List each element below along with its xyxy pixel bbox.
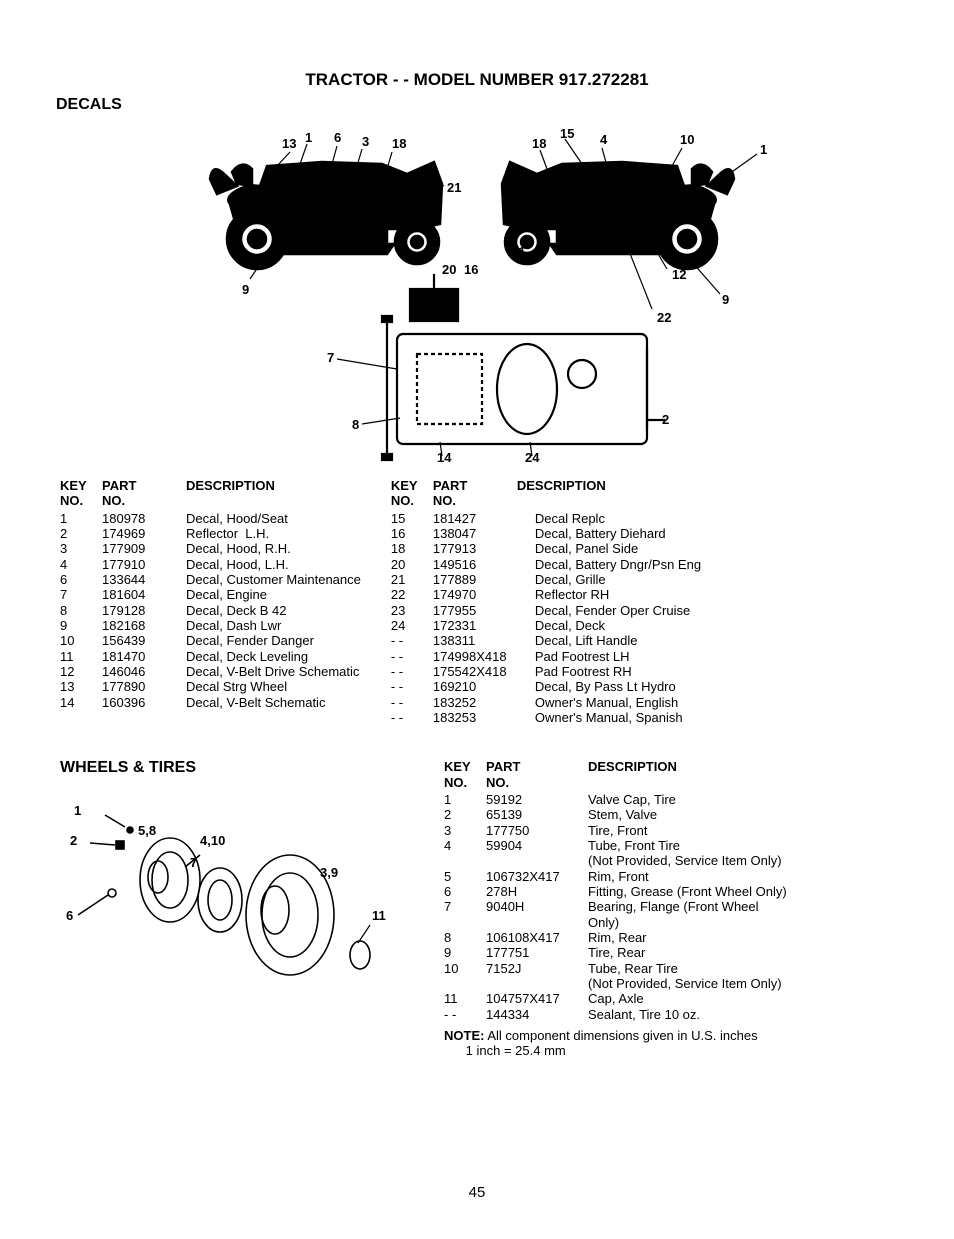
col-desc-left: Decal, Hood/Seat Reflector L.H. Decal, H…: [186, 511, 361, 710]
callout-7: 7: [327, 350, 334, 365]
w-callout-410: 4,10: [200, 833, 225, 848]
callout-15: 15: [560, 126, 574, 141]
callout-9b: 9: [722, 292, 729, 307]
callout-16: 16: [464, 262, 478, 277]
callout-12: 12: [672, 267, 686, 282]
wheels-section: WHEELS & TIRES: [60, 759, 904, 1058]
decals-section-title: DECALS: [56, 96, 904, 114]
decals-table-right: KEY NO. PART NO. DESCRIPTION 15 16 18 20…: [391, 478, 701, 725]
callout-24: 24: [525, 450, 540, 464]
w-callout-58: 5,8: [138, 823, 156, 838]
callout-23: 23: [290, 168, 304, 183]
wcol-part: 59192 65139 177750 59904 106732X417 278H…: [486, 792, 576, 1022]
decals-tables: KEY NO. PART NO. DESCRIPTION 1 2 3 4 6 7…: [60, 478, 904, 725]
callout-8: 8: [352, 417, 359, 432]
decals-diagram-wrap: 13 1 6 3 18 23 21 9 20 16: [50, 124, 904, 464]
wth-key: KEY NO.: [444, 759, 474, 790]
callout-18a: 18: [392, 136, 406, 151]
w-callout-1: 1: [74, 803, 81, 818]
page-title: TRACTOR - - MODEL NUMBER 917.272281: [50, 70, 904, 90]
callout-9a: 9: [242, 282, 249, 297]
th-key: KEY NO.: [60, 478, 90, 509]
col-part-left: 180978 174969 177909 177910 133644 18160…: [102, 511, 174, 710]
wheels-title: WHEELS & TIRES: [60, 759, 420, 777]
note-line2: 1 inch = 25.4 mm: [466, 1043, 566, 1058]
col-key-left: 1 2 3 4 6 7 8 9 10 11 12 13 14: [60, 511, 90, 710]
wheels-table: KEY NO. PART NO. DESCRIPTION 1 2 3 4 5 6…: [444, 759, 904, 1058]
w-callout-6: 6: [66, 908, 73, 923]
note-line1: All component dimensions given in U.S. i…: [484, 1028, 757, 1043]
wcol-desc: Valve Cap, Tire Stem, Valve Tire, Front …: [588, 792, 787, 1022]
page-number: 45: [0, 1184, 954, 1201]
callout-3: 3: [362, 134, 369, 149]
callout-11: 11: [512, 244, 526, 259]
w-callout-11: 11: [372, 908, 386, 923]
callout-1b: 1: [760, 142, 767, 157]
col-part-right: 181427 138047 177913 149516 177889 17497…: [433, 511, 523, 726]
callout-13: 13: [282, 136, 296, 151]
col-desc-right: Decal Replc Decal, Battery Diehard Decal…: [535, 511, 701, 726]
callout-22: 22: [657, 310, 671, 325]
note-prefix: NOTE:: [444, 1028, 484, 1043]
th-desc-r: DESCRIPTION: [517, 478, 606, 509]
col-key-right: 15 16 18 20 21 22 23 24 - - - - - - - - …: [391, 511, 421, 726]
callout-18b: 18: [532, 136, 546, 151]
note: NOTE: All component dimensions given in …: [444, 1028, 904, 1059]
wcol-key: 1 2 3 4 5 6 7 8 9 10 11 - -: [444, 792, 474, 1022]
w-callout-39: 3,9: [320, 865, 338, 880]
callout-14: 14: [437, 450, 452, 464]
decals-table-left: KEY NO. PART NO. DESCRIPTION 1 2 3 4 6 7…: [60, 478, 361, 725]
callout-1a: 1: [305, 130, 312, 145]
callout-6: 6: [334, 130, 341, 145]
callout-21: 21: [447, 180, 461, 195]
th-part-r: PART NO.: [433, 478, 505, 509]
wth-part: PART NO.: [486, 759, 576, 790]
callout-20: 20: [442, 262, 456, 277]
w-callout-2: 2: [70, 833, 77, 848]
th-key-r: KEY NO.: [391, 478, 421, 509]
decals-diagram: 13 1 6 3 18 23 21 9 20 16: [182, 124, 772, 464]
wheels-diagram: 1 2 5,8 4,10 7 3,9 6 11: [60, 785, 390, 985]
th-desc: DESCRIPTION: [186, 478, 275, 509]
wth-desc: DESCRIPTION: [588, 759, 677, 790]
w-callout-7: 7: [190, 855, 197, 870]
callout-10: 10: [680, 132, 694, 147]
th-part: PART NO.: [102, 478, 174, 509]
callout-4: 4: [600, 132, 608, 147]
